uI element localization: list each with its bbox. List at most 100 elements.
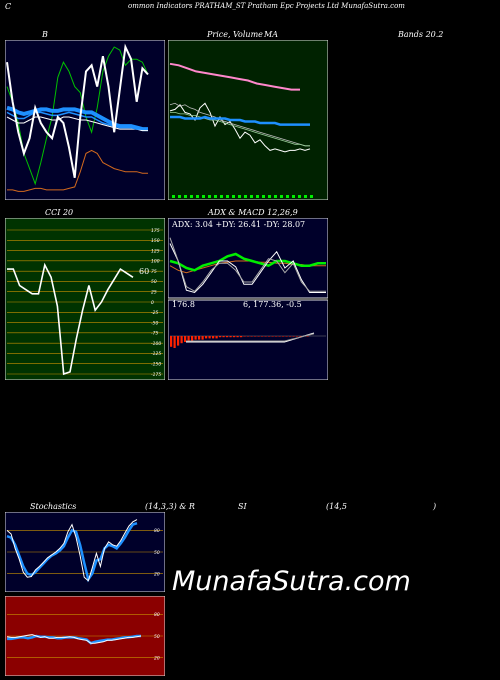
macd-bar [233,336,236,338]
volume-bar [244,195,247,198]
volume-bar [262,195,265,198]
chart-title: ommon Indicators PRATHAM_ST Pratham Epc … [128,2,405,10]
cci-tick-label: 25 [151,290,157,296]
macd-bar [268,336,271,337]
cci-tick-label: 100 [151,259,160,265]
header-left-letter: C [5,2,12,11]
volume-bar [280,195,283,198]
bollinger-lower-band [7,149,148,192]
macd-bar [250,336,253,337]
macd-bar [177,336,180,346]
label-cci: CCI 20 [45,208,74,217]
stoch-tick-label: 20 [154,571,160,577]
ma-grey-line [169,102,310,147]
volume-bar [220,195,223,198]
volume-bar [202,195,205,198]
macd-bar [292,336,295,337]
macd-bar [170,336,173,347]
cci-line [7,262,134,376]
stoch-tick-label: 80 [154,528,160,534]
label-si: SI [238,502,247,511]
adx-white-line [169,243,326,294]
stoch-k-line [6,522,138,583]
label-stochastics: Stochastics [30,502,77,511]
adx-macd-panel [168,218,328,380]
macd-bar [247,336,250,337]
ma-blue-line [170,115,310,126]
stoch-tick-label: 50 [154,550,160,556]
bollinger-upper-band [6,46,149,186]
macd-bar [254,336,257,337]
label-stoch-params: (14,3,3) & R [145,502,195,511]
macd-bar [194,336,197,340]
volume-bar [310,195,313,198]
volume-bar [274,195,277,198]
macd-bar [229,336,232,338]
cci-tick-label: -75 [151,331,158,337]
rsi-tick-label: 80 [154,612,160,618]
volume-bar [268,195,271,198]
macd-bar [271,336,274,337]
label-ma: MA [264,30,278,39]
rsi-white-line [6,634,142,644]
cci-tick-label: -100 [151,341,161,347]
macd-bg [168,299,328,380]
cci-tick-label: -50 [151,320,158,326]
stochastics-panel: 80 50 20 [5,512,165,592]
label-adx-macd: ADX & MACD 12,26,9 [208,208,298,217]
macd-bar [205,336,208,339]
macd-value-b: 6, 177.36, -0.5 [243,300,302,309]
macd-bar [289,336,292,337]
ma-pink-line [169,62,300,91]
watermark: MunafaSutra.com [172,566,411,597]
volume-bar [190,195,193,198]
macd-bar [173,336,176,348]
volume-bar [250,195,253,198]
macd-bar [236,336,239,338]
cci-last-value: 60 [139,267,150,276]
macd-bar [184,336,187,342]
macd-bar [264,336,267,337]
cci-panel: 175 150 125 100 75 50 25 0 -25 -50 -75 -100 -125 -150… [5,218,165,380]
volume-bar [286,195,289,198]
volume-bar [208,195,211,198]
rsi-tick-label: 50 [154,634,160,640]
macd-bar [208,336,211,339]
label-b: B [42,30,48,39]
volume-bar [292,195,295,198]
cci-tick-label: -150 [151,362,161,368]
macd-bar [219,336,222,338]
macd-bar [222,336,225,338]
volume-bar [238,195,241,198]
bollinger-price [6,43,149,178]
ma-green-line [170,112,310,147]
adx-bg [168,218,328,299]
macd-bar [201,336,204,340]
macd-bar [306,336,309,337]
cci-tick-label: -25 [151,310,158,316]
bollinger-middle-ma [6,111,148,130]
cci-tick-label: 150 [151,238,160,244]
macd-bar [278,336,281,337]
volume-bar [172,195,175,198]
macd-bar [180,336,183,344]
price-ma-bg [168,40,328,200]
macd-bar [299,336,302,337]
volume-bar [232,195,235,198]
macd-bar [285,336,288,337]
macd-bar [240,336,243,338]
volume-bar [214,195,217,198]
rsi-panel: 80 50 20 [5,596,165,676]
macd-signal-line [186,333,315,342]
label-rsi-params: (14,5 [326,502,347,511]
volume-bar [196,195,199,198]
cci-tick-label: 50 [151,279,157,285]
macd-bar [215,336,218,339]
macd-bar [282,336,285,337]
label-volume: Volume [233,30,263,39]
price-ma-panel [168,40,328,200]
macd-bar [275,336,278,337]
macd-bar [212,336,215,339]
bollinger-middle-fill [6,105,148,132]
label-bands: Bands 20.2 [398,30,444,39]
